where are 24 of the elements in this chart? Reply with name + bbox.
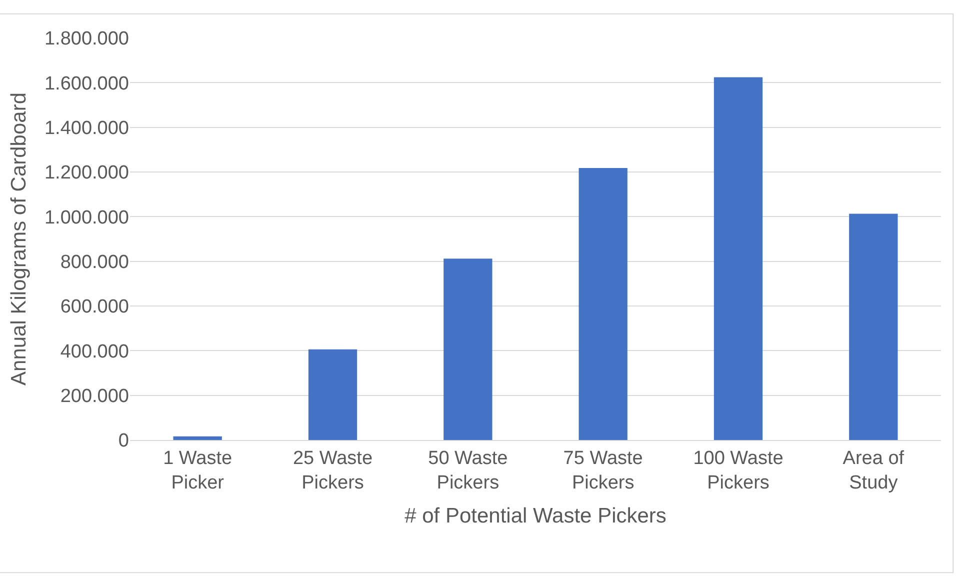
bar xyxy=(173,436,222,440)
y-axis-title: Annual Kilograms of Cardboard xyxy=(8,92,31,386)
x-axis-title: # of Potential Waste Pickers xyxy=(404,504,666,528)
bar xyxy=(308,349,358,440)
y-tick-label: 600.000 xyxy=(60,296,129,318)
x-tick-label: Area of Study xyxy=(842,448,905,494)
y-tick-label: 1.400.000 xyxy=(44,118,129,139)
bar xyxy=(849,214,898,440)
y-tick-label: 200.000 xyxy=(60,386,129,407)
x-tick-label: 1 Waste Picker xyxy=(163,448,232,494)
bar xyxy=(444,258,492,440)
y-tick-label: 1.000.000 xyxy=(44,207,129,228)
y-tick-label: 800.000 xyxy=(60,252,129,273)
x-tick-label: 75 Waste Pickers xyxy=(563,448,643,494)
bar xyxy=(714,77,763,440)
y-tick-label: 400.000 xyxy=(60,341,129,362)
y-tick-label: 1.600.000 xyxy=(44,73,129,94)
bar xyxy=(578,168,628,440)
y-tick-label: 1.200.000 xyxy=(44,162,129,184)
x-tick-label: 100 Waste Pickers xyxy=(693,448,784,494)
y-tick-label: 0 xyxy=(118,430,129,452)
x-tick-label: 25 Waste Pickers xyxy=(292,448,373,494)
y-tick-label: 1.800.000 xyxy=(44,28,129,50)
x-tick-label: 50 Waste Pickers xyxy=(428,448,508,494)
